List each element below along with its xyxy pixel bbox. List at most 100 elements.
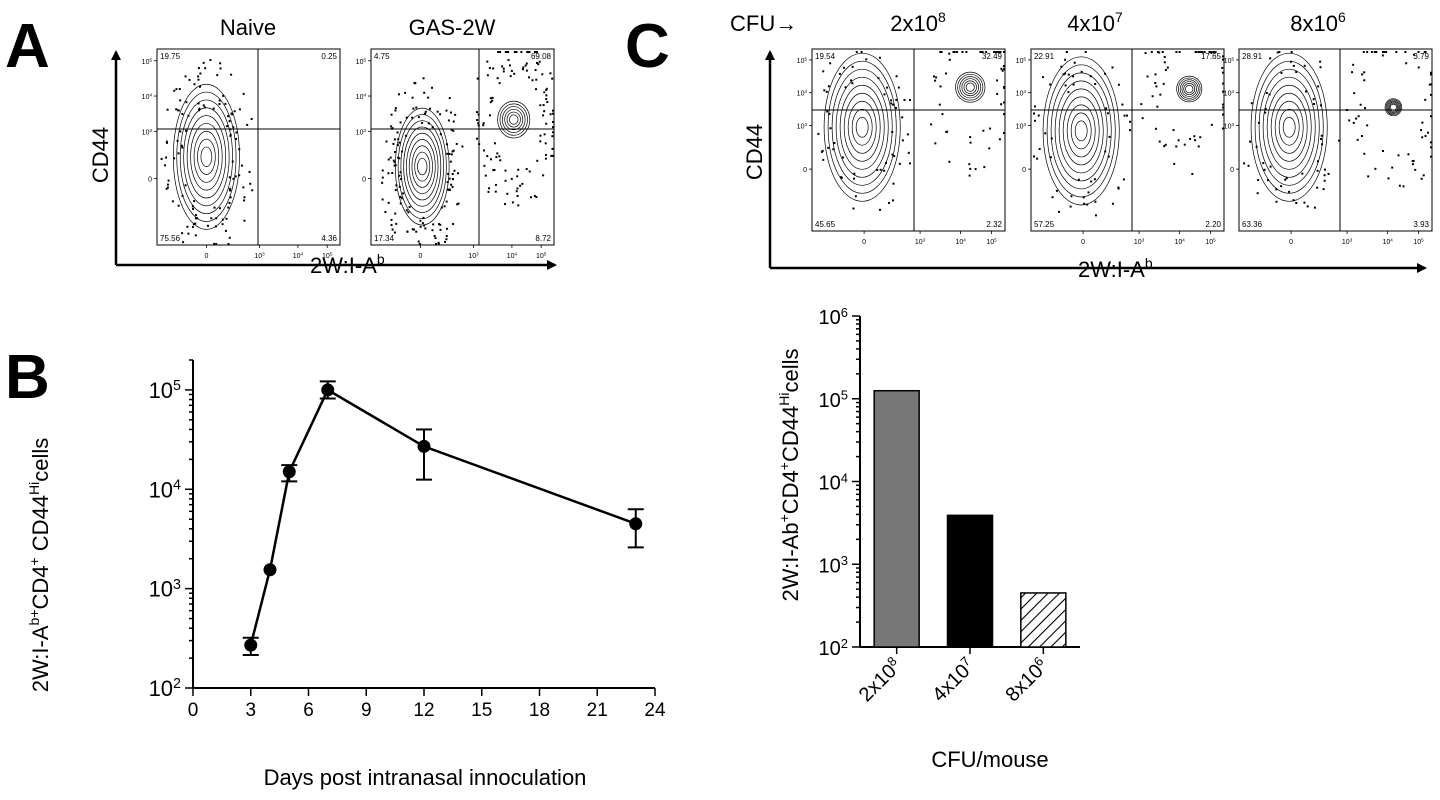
event-dot <box>1222 55 1224 58</box>
quadrant-ll: 57.25 <box>1034 220 1055 229</box>
event-dot <box>1064 72 1067 75</box>
contour-line <box>186 115 227 199</box>
event-dot <box>545 87 548 90</box>
event-dot <box>228 187 231 190</box>
chart-c-y-label: 2W:I-Ab+CD4+CD44Hicells <box>776 349 803 602</box>
event-dot <box>446 188 449 191</box>
event-dot <box>212 107 215 110</box>
event-dot <box>542 114 545 117</box>
event-dot <box>411 116 414 119</box>
event-dot <box>1036 157 1039 160</box>
event-dot <box>499 51 502 53</box>
event-dot <box>1306 205 1309 208</box>
event-dot <box>522 66 525 69</box>
event-dot <box>447 119 450 122</box>
event-dot <box>445 200 448 203</box>
contour-line <box>406 132 439 201</box>
event-dot <box>455 142 458 145</box>
event-dot <box>519 184 522 187</box>
event-dot <box>853 172 856 175</box>
quadrant-ll: 75.56 <box>160 234 181 243</box>
event-dot <box>996 51 999 53</box>
event-dot <box>1366 51 1369 53</box>
contour-line <box>499 103 528 136</box>
event-dot <box>1292 64 1295 67</box>
event-dot <box>521 68 524 71</box>
event-dot <box>406 230 409 233</box>
event-dot <box>412 107 415 110</box>
event-dot <box>1199 51 1202 53</box>
event-dot <box>852 207 855 210</box>
event-dot <box>1140 103 1143 106</box>
event-dot <box>400 178 403 181</box>
event-dot <box>1154 73 1157 76</box>
event-dot <box>524 64 527 67</box>
event-dot <box>948 58 951 61</box>
flow-x-tick-label: 0 <box>862 239 866 246</box>
event-dot <box>398 185 401 188</box>
event-dot <box>1312 98 1315 101</box>
event-dot <box>1156 105 1159 108</box>
event-dot <box>501 65 504 68</box>
event-dot <box>498 82 501 85</box>
event-dot <box>508 64 511 67</box>
event-dot <box>1060 65 1063 68</box>
event-dot <box>985 51 988 53</box>
event-dot <box>381 181 384 184</box>
flow-y-tick-label: 0 <box>1022 167 1026 174</box>
event-dot <box>1424 98 1427 101</box>
event-dot <box>974 168 977 171</box>
event-dot <box>1197 51 1200 53</box>
event-dot <box>489 158 492 161</box>
event-dot <box>1077 178 1080 181</box>
quadrant-lr: 8.72 <box>535 234 551 243</box>
contour-line <box>408 139 436 195</box>
event-dot <box>1428 83 1431 86</box>
chart-b-x-tick-label: 0 <box>188 700 199 721</box>
event-dot <box>415 230 418 233</box>
chart-b-point <box>263 563 277 577</box>
event-dot <box>498 155 501 158</box>
event-dot <box>171 200 174 203</box>
event-dot <box>1150 51 1153 53</box>
panel-a-title-gas2w: GAS-2W <box>409 15 496 40</box>
event-dot <box>539 140 542 143</box>
event-dot <box>496 152 499 155</box>
event-dot <box>1397 154 1400 157</box>
event-dot <box>1065 51 1068 53</box>
event-dot <box>497 51 500 53</box>
event-dot <box>535 196 538 199</box>
event-dot <box>1430 83 1432 86</box>
event-dot <box>1154 127 1157 130</box>
event-dot <box>1173 162 1176 165</box>
event-dot <box>1044 132 1047 135</box>
event-dot <box>939 51 942 53</box>
flow-plot-4: 22.91 17.65 57.25 2.20 105 104 103 0 0 103 104 105 <box>1016 48 1225 246</box>
event-dot <box>507 51 510 53</box>
event-dot <box>188 78 191 81</box>
panel-c-x-label: 2W:I-Ab <box>1078 255 1153 282</box>
contour-line <box>827 60 897 194</box>
event-dot <box>394 109 397 112</box>
event-dot <box>1033 155 1035 158</box>
event-dot <box>248 170 251 173</box>
contour-line <box>1062 96 1100 166</box>
event-dot <box>817 132 820 135</box>
event-dot <box>898 162 901 165</box>
contour-line <box>179 99 233 215</box>
event-dot <box>1370 51 1373 53</box>
panel-c-title-2: 4x107 <box>1067 9 1123 36</box>
event-dot <box>448 97 451 100</box>
event-dot <box>1374 167 1377 170</box>
event-dot <box>1194 139 1197 142</box>
event-dot <box>516 187 519 190</box>
event-dot <box>827 85 830 88</box>
event-dot <box>424 227 427 230</box>
event-dot <box>1158 51 1161 54</box>
event-dot <box>166 183 169 186</box>
event-dot <box>413 228 416 231</box>
event-dot <box>489 97 492 100</box>
event-dot <box>381 176 384 179</box>
event-dot <box>439 228 442 231</box>
event-dot <box>1338 139 1341 142</box>
